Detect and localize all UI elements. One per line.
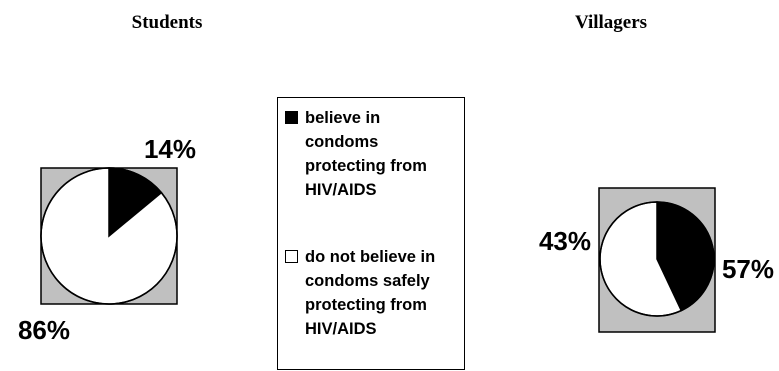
students-pie-outline (40, 167, 178, 305)
students-data-label-believe: 14% (144, 134, 196, 164)
legend-swatch-black (285, 111, 298, 124)
students-chart-title: Students (131, 12, 203, 33)
students-data-label-do-not-believe: 86% (18, 315, 70, 345)
legend-entry-believe: believe in condoms protecting from HIV/A… (285, 106, 455, 202)
villagers-chart-title: Villagers (574, 12, 648, 33)
villagers-pie: 43% 57% (539, 187, 774, 333)
legend-swatch-white (285, 250, 298, 263)
legend-label-do-not-believe: do not believe in condoms safely protect… (305, 248, 436, 338)
villagers-data-label-believe: 43% (539, 226, 591, 256)
legend: believe in condoms protecting from HIV/A… (277, 97, 465, 370)
students-pie: 14% 86% (18, 134, 196, 345)
legend-label-believe: believe in condoms protecting from HIV/A… (305, 109, 427, 199)
villagers-data-label-do-not-believe: 57% (722, 254, 774, 284)
villagers-pie-outline (599, 201, 715, 317)
legend-entry-do-not-believe: do not believe in condoms safely protect… (285, 245, 455, 341)
